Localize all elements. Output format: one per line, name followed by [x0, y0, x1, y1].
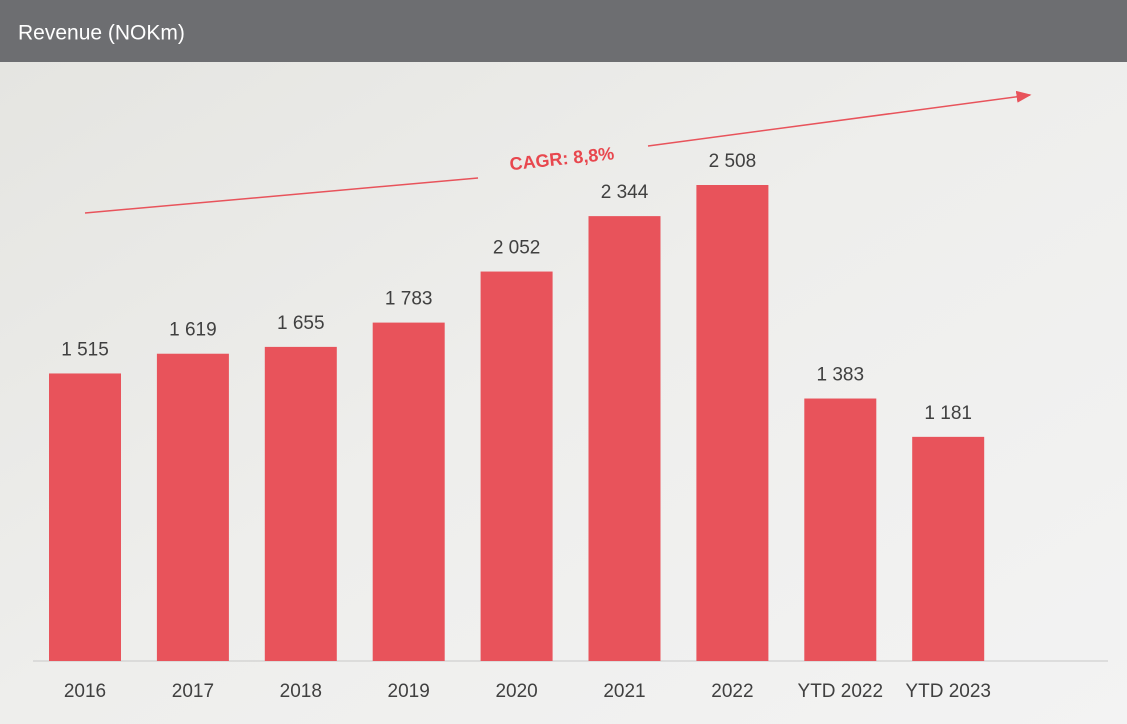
- x-tick-label: 2017: [172, 681, 214, 702]
- bar: [696, 185, 768, 661]
- bar: [804, 399, 876, 661]
- value-label: 2 508: [709, 151, 757, 172]
- x-tick-label: 2020: [495, 681, 537, 702]
- value-label: 1 383: [817, 365, 865, 386]
- value-label: 1 515: [61, 339, 109, 360]
- x-tick-label: 2016: [64, 681, 106, 702]
- bar: [481, 272, 553, 661]
- value-label: 1 783: [385, 289, 433, 310]
- chart-title: Revenue (NOKm): [18, 22, 185, 45]
- value-label: 1 619: [169, 320, 217, 341]
- value-label: 2 344: [601, 182, 649, 203]
- bar: [373, 323, 445, 661]
- chart: Revenue (NOKm) CAGR: 8,8% 1 51520161 619…: [0, 0, 1127, 724]
- bar: [157, 354, 229, 661]
- x-tick-label: 2018: [280, 681, 322, 702]
- bar: [589, 216, 661, 661]
- bar: [912, 437, 984, 661]
- page: Revenue (NOKm) CAGR: 8,8% 1 51520161 619…: [0, 0, 1127, 724]
- value-label: 1 655: [277, 313, 325, 334]
- bar: [49, 373, 121, 661]
- value-label: 1 181: [924, 403, 972, 424]
- x-tick-label: YTD 2022: [798, 681, 884, 702]
- bar: [265, 347, 337, 661]
- x-tick-label: YTD 2023: [905, 681, 991, 702]
- x-tick-label: 2022: [711, 681, 753, 702]
- x-tick-label: 2021: [603, 681, 645, 702]
- value-label: 2 052: [493, 238, 541, 259]
- x-tick-label: 2019: [388, 681, 430, 702]
